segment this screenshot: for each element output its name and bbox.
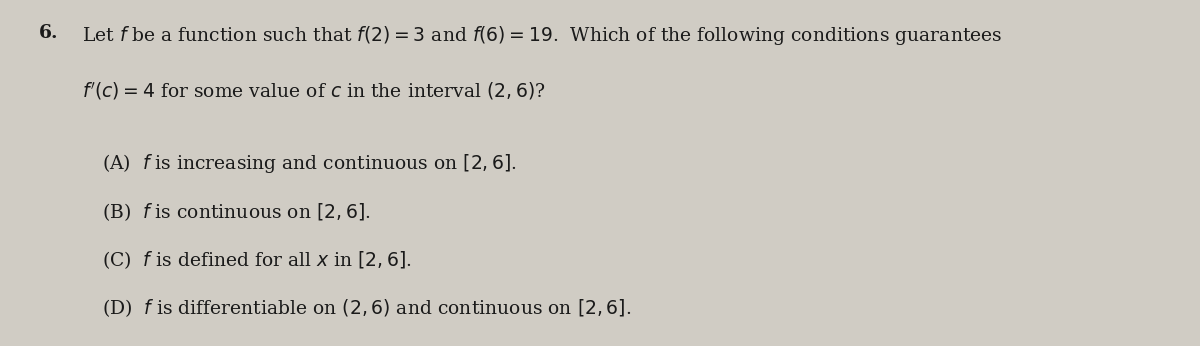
- Text: (B)  $f$ is continuous on $[2, 6]$.: (B) $f$ is continuous on $[2, 6]$.: [102, 201, 371, 222]
- Text: (D)  $f$ is differentiable on $(2, 6)$ and continuous on $[2, 6]$.: (D) $f$ is differentiable on $(2, 6)$ an…: [102, 298, 631, 319]
- Text: $f'(c) = 4$ for some value of $c$ in the interval $(2, 6)$?: $f'(c) = 4$ for some value of $c$ in the…: [82, 80, 545, 102]
- Text: (A)  $f$ is increasing and continuous on $[2, 6]$.: (A) $f$ is increasing and continuous on …: [102, 152, 517, 175]
- Text: (C)  $f$ is defined for all $x$ in $[2, 6]$.: (C) $f$ is defined for all $x$ in $[2, 6…: [102, 249, 412, 271]
- Text: Let $f$ be a function such that $f(2) = 3$ and $f(6) = 19$.  Which of the follow: Let $f$ be a function such that $f(2) = …: [82, 24, 1002, 47]
- Text: 6.: 6.: [38, 24, 58, 42]
